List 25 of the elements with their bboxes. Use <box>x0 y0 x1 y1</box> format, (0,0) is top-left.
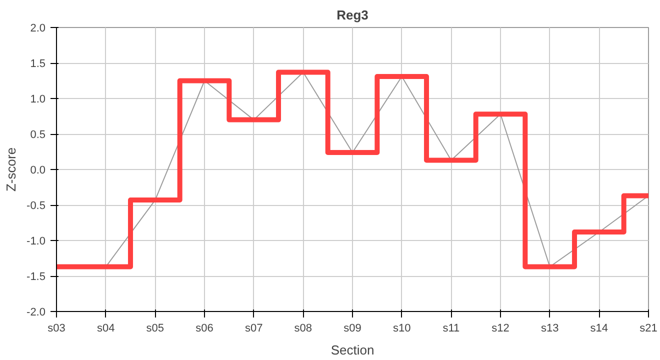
y-tick-label: -0.5 <box>26 200 46 212</box>
y-axis-title: Z-score <box>4 147 19 192</box>
x-tick-label: s07 <box>244 322 263 334</box>
y-tick-label: -2.0 <box>26 306 46 318</box>
x-tick-label: s04 <box>96 322 115 334</box>
x-tick-label: s14 <box>590 322 608 334</box>
y-tick-label: 1.5 <box>30 58 46 70</box>
x-tick-label: s05 <box>146 322 164 334</box>
chart-title: Reg3 <box>336 8 368 22</box>
x-tick-label: s12 <box>492 322 510 334</box>
x-tick-label: s10 <box>392 322 411 334</box>
x-tick-label: s13 <box>540 322 559 334</box>
y-tick-label: 2.0 <box>30 22 46 34</box>
x-tick-label: s06 <box>196 322 214 334</box>
y-tick-label: -1.0 <box>26 236 46 248</box>
x-axis-title: Section <box>330 342 374 358</box>
y-tick-label: 0.5 <box>30 129 46 141</box>
y-tick-label: 1.0 <box>30 94 46 106</box>
x-tick-label: s03 <box>48 322 66 334</box>
x-tick-label: s09 <box>344 322 362 334</box>
x-tick-label: s08 <box>294 322 312 334</box>
x-tick-label: s11 <box>442 322 460 334</box>
y-tick-label: 0.0 <box>30 164 46 176</box>
y-tick-label: -1.5 <box>26 271 46 283</box>
x-tick-label: s21 <box>640 322 658 334</box>
